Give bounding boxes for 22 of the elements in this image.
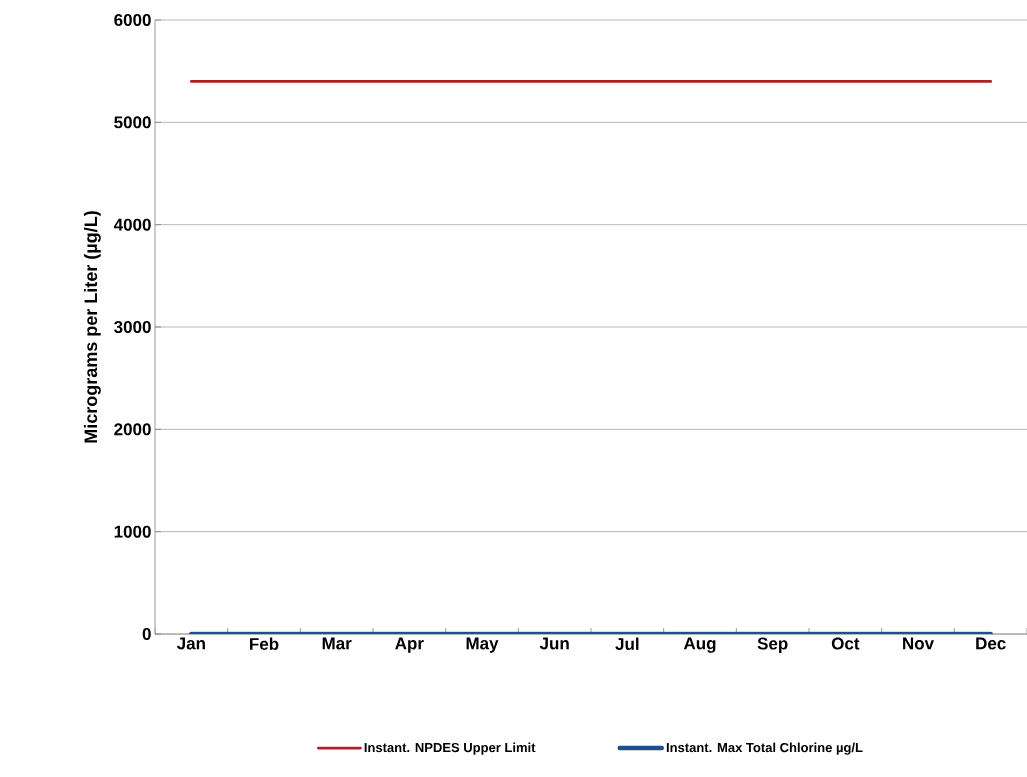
x-tick-label: Aug: [683, 637, 716, 653]
x-tick-label: Jul: [615, 637, 639, 651]
x-tick-label: Mar: [322, 637, 352, 650]
y-tick-label: 4000: [113, 218, 151, 231]
x-tick-label: May: [466, 637, 499, 653]
y-tick-label: 2000: [114, 423, 151, 436]
y-tick-label: 0: [142, 627, 151, 641]
x-tick-label: Dec: [976, 637, 1006, 650]
legend-label: Instant. NPDES Upper Limit: [364, 742, 536, 755]
x-tick-label: Sep: [757, 637, 788, 653]
x-tick-label: Nov: [903, 637, 934, 650]
y-tick-label: 1000: [114, 525, 151, 538]
x-tick-label: Oct: [831, 637, 860, 650]
x-tick-label: Jan: [176, 637, 205, 650]
y-tick-label: 5000: [114, 116, 151, 129]
x-tick-label: Apr: [395, 637, 424, 653]
y-tick-label: 3000: [114, 320, 151, 334]
y-axis-title: Micrograms per Liter (µg/L): [83, 211, 101, 443]
x-tick-label: Jun: [539, 637, 569, 650]
y-tick-label: 6000: [114, 13, 151, 27]
x-tick-label: Feb: [250, 637, 279, 651]
legend-label: Instant. Max Total Chlorine µg/L: [666, 742, 863, 755]
